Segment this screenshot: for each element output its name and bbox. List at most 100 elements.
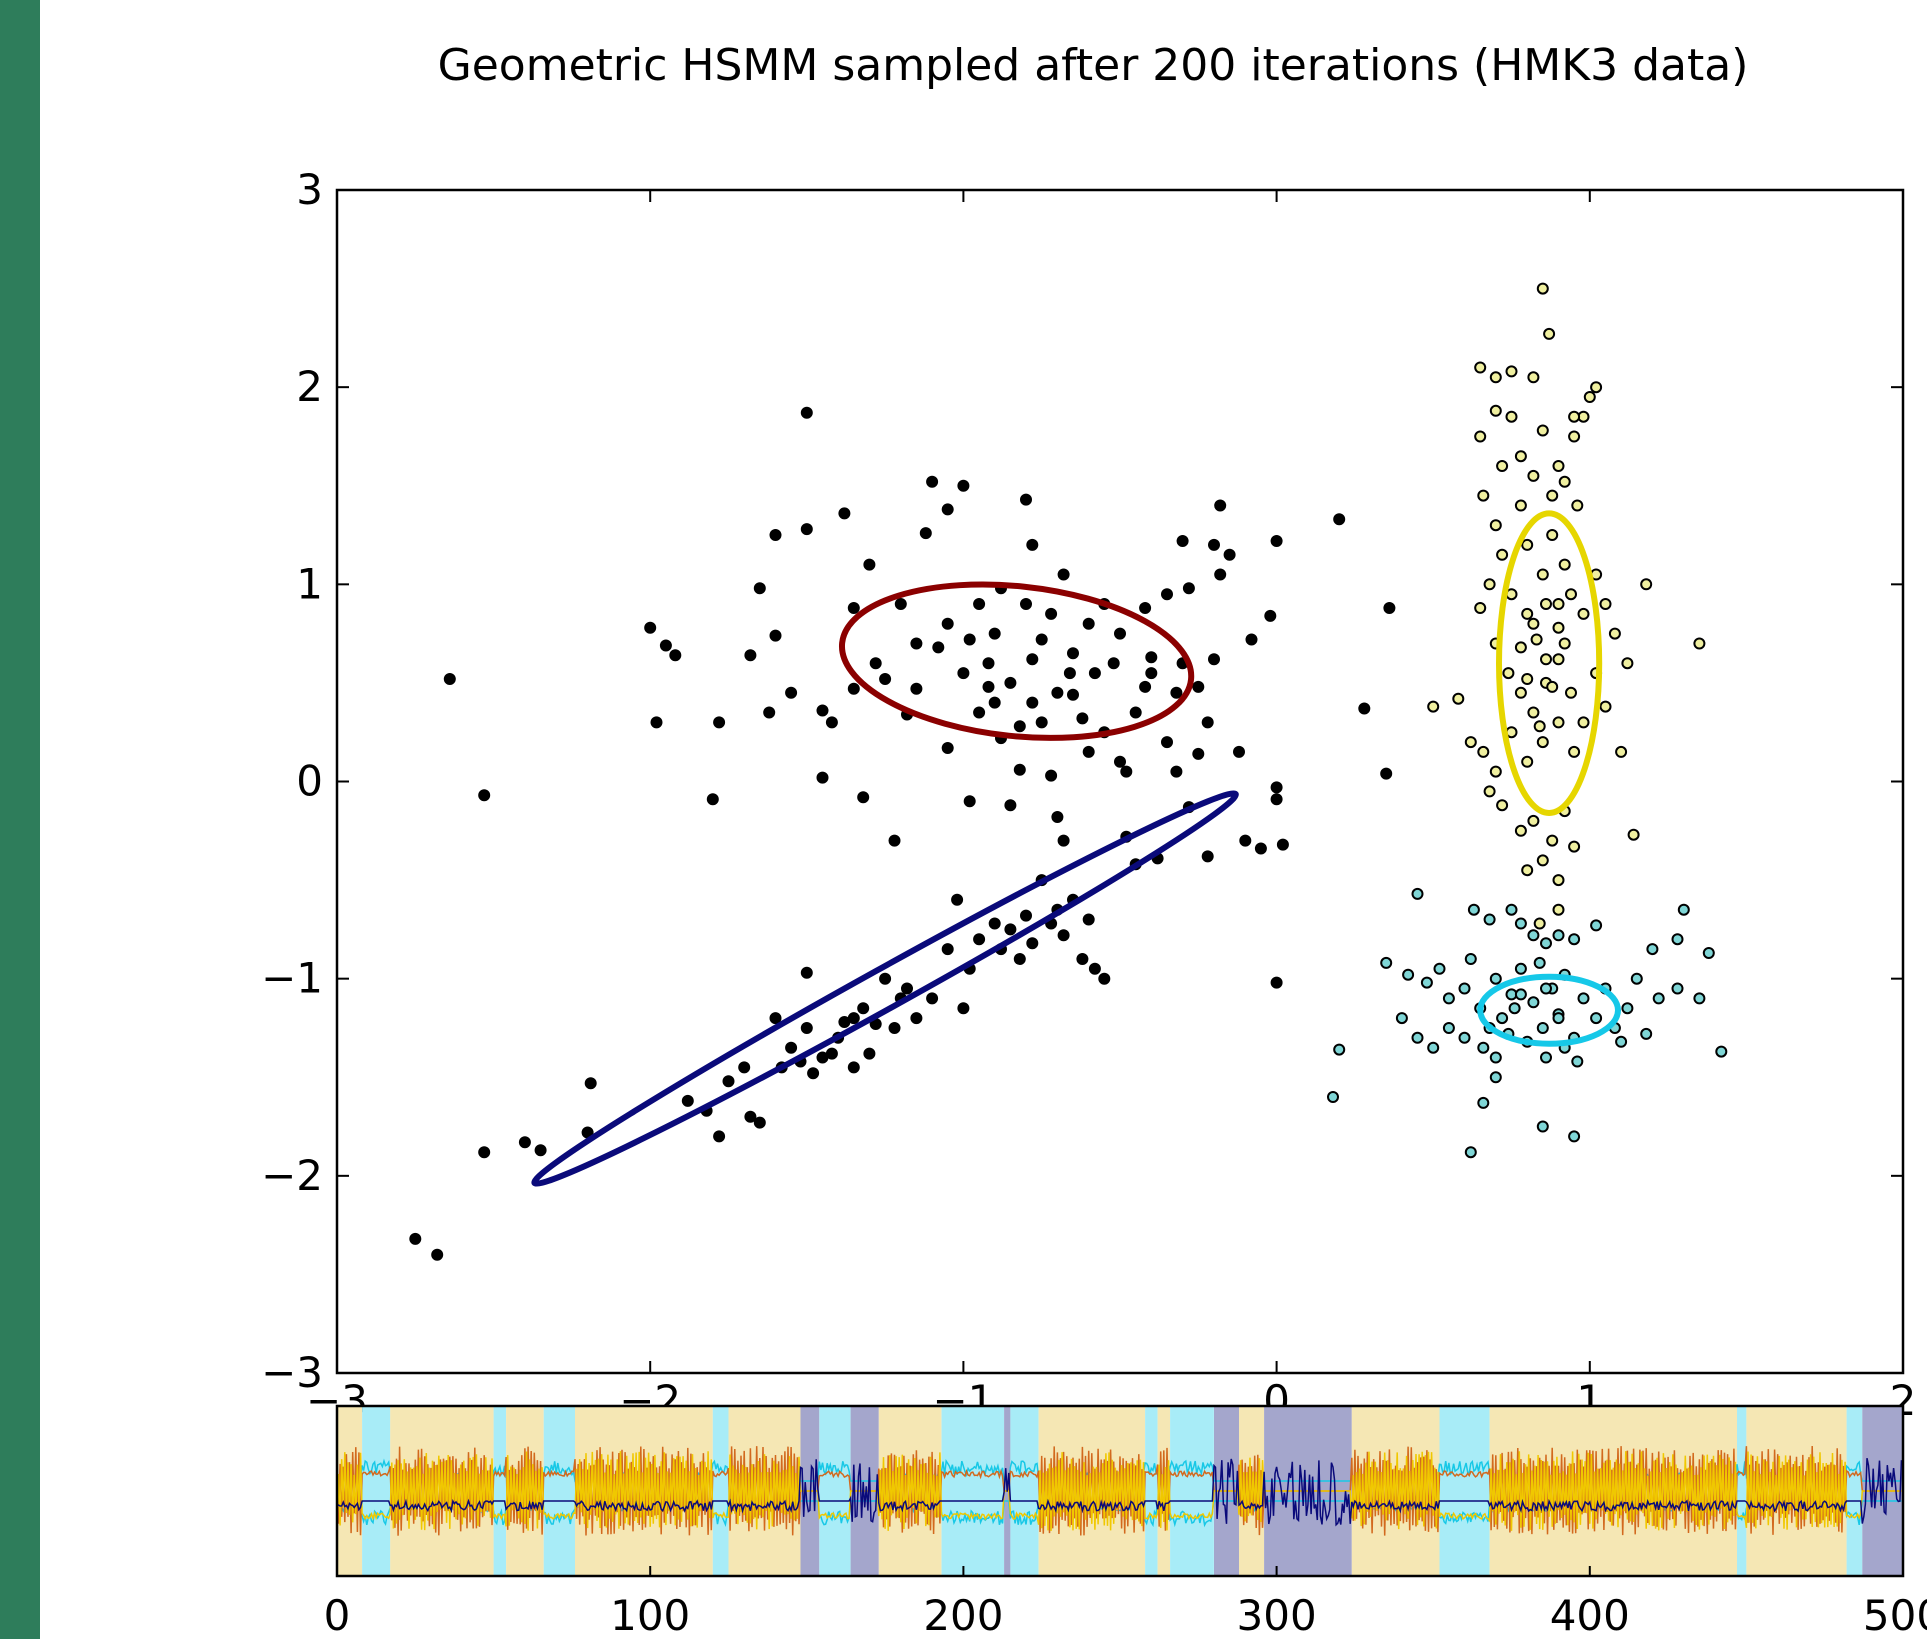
scatter-point bbox=[769, 529, 782, 541]
scatter-point bbox=[879, 673, 892, 685]
y-tick-label: −2 bbox=[261, 1151, 323, 1200]
scatter-point bbox=[1536, 282, 1549, 295]
scatter-point bbox=[713, 716, 726, 729]
scatter-point bbox=[825, 1047, 838, 1060]
scatter-point bbox=[1577, 716, 1590, 729]
scatter-point bbox=[857, 791, 870, 804]
timeline-segment-cyan bbox=[1439, 1406, 1490, 1576]
scatter-point bbox=[1088, 962, 1101, 975]
scatter-point bbox=[963, 633, 976, 646]
scatter-point bbox=[763, 706, 776, 719]
y-tick-label: 0 bbox=[296, 757, 323, 806]
scatter-point bbox=[1477, 745, 1490, 758]
scatter-point bbox=[1013, 953, 1026, 965]
scatter-point bbox=[785, 686, 798, 699]
scatter-point bbox=[919, 527, 932, 540]
scatter-point bbox=[1565, 686, 1577, 699]
timeline-segment-cyan bbox=[819, 1406, 851, 1576]
y-tick-label: −3 bbox=[261, 1348, 323, 1397]
scatter-point bbox=[1477, 1096, 1490, 1109]
scatter-point bbox=[1139, 602, 1152, 614]
scatter-point bbox=[1536, 568, 1549, 581]
scatter-point bbox=[910, 637, 923, 650]
scatter-point bbox=[1521, 538, 1534, 551]
scatter-point bbox=[1192, 680, 1205, 693]
scatter-point bbox=[1527, 371, 1540, 384]
scatter-point bbox=[957, 667, 970, 680]
scatter-point bbox=[1514, 450, 1527, 463]
scatter-point bbox=[1057, 568, 1070, 581]
scatter-point bbox=[1239, 834, 1252, 847]
scatter-point bbox=[1505, 410, 1518, 423]
scatter-point bbox=[1496, 460, 1509, 472]
scatter-point bbox=[1677, 903, 1690, 916]
scatter-point bbox=[744, 649, 757, 662]
scatter-point bbox=[879, 972, 892, 985]
scatter-point bbox=[644, 621, 657, 634]
scatter-point bbox=[1045, 607, 1058, 620]
scatter-point bbox=[650, 716, 663, 729]
scatter-point bbox=[847, 1012, 860, 1025]
scatter-point bbox=[1483, 578, 1496, 591]
scatter-point bbox=[1035, 716, 1048, 729]
scatter-point bbox=[910, 682, 923, 695]
scatter-point bbox=[800, 523, 813, 536]
timeline-segment-cyan bbox=[362, 1406, 391, 1576]
scatter-point bbox=[847, 682, 860, 695]
scatter-point bbox=[1521, 755, 1534, 768]
scatter-point bbox=[1208, 653, 1220, 666]
scatter-point bbox=[1214, 499, 1227, 512]
scatter-point bbox=[1540, 937, 1552, 950]
scatter-point bbox=[1013, 720, 1026, 733]
scatter-point bbox=[1514, 824, 1527, 837]
scatter-point bbox=[1693, 637, 1706, 650]
scatter-point bbox=[1254, 842, 1267, 855]
scatter-point bbox=[1020, 598, 1032, 610]
scatter-point bbox=[1489, 1071, 1502, 1084]
scatter-point bbox=[1546, 489, 1559, 502]
scatter-point bbox=[1020, 909, 1032, 922]
scatter-point bbox=[1114, 627, 1126, 640]
scatter-point bbox=[1565, 588, 1577, 601]
scatter-point bbox=[1380, 767, 1393, 780]
scatter-point bbox=[1521, 607, 1534, 620]
scatter-point bbox=[1552, 874, 1565, 887]
scatter-point bbox=[1571, 1055, 1584, 1068]
scatter-point bbox=[1233, 745, 1245, 758]
scatter-point bbox=[1270, 793, 1283, 806]
scatter-point bbox=[1552, 1012, 1565, 1025]
scatter-point bbox=[1004, 923, 1017, 936]
scatter-point bbox=[1568, 840, 1581, 853]
scatter-point bbox=[1558, 475, 1571, 488]
scatter-point bbox=[1433, 962, 1446, 975]
scatter-point bbox=[1082, 617, 1095, 630]
scatter-point bbox=[1464, 953, 1477, 965]
timeline-segment-cyan bbox=[543, 1406, 575, 1576]
scatter-point bbox=[443, 673, 456, 685]
scatter-point bbox=[941, 742, 954, 754]
scatter-point bbox=[838, 507, 851, 520]
scatter-point bbox=[1568, 933, 1581, 946]
scatter-point bbox=[1051, 686, 1064, 699]
scatter-point bbox=[1176, 535, 1189, 547]
scatter-point bbox=[1411, 887, 1424, 900]
scatter-point bbox=[1502, 667, 1515, 680]
scatter-point bbox=[706, 793, 719, 806]
scatter-point bbox=[973, 598, 986, 610]
scatter-point bbox=[941, 617, 954, 630]
scatter-point bbox=[1508, 1002, 1521, 1015]
scatter-point bbox=[1577, 607, 1590, 620]
scatter-point bbox=[1489, 404, 1502, 417]
cluster-ellipse bbox=[838, 581, 1195, 741]
scatter-point bbox=[800, 406, 813, 419]
scatter-point bbox=[1411, 1031, 1424, 1044]
scatter-point bbox=[1496, 1012, 1509, 1025]
scatter-point bbox=[1514, 641, 1527, 654]
timeline-plot-frame bbox=[335, 1404, 1905, 1578]
scatter-point bbox=[1474, 602, 1487, 614]
scatter-point bbox=[1004, 799, 1017, 812]
scatter-point bbox=[1067, 688, 1079, 701]
scatter-point bbox=[1671, 982, 1684, 995]
